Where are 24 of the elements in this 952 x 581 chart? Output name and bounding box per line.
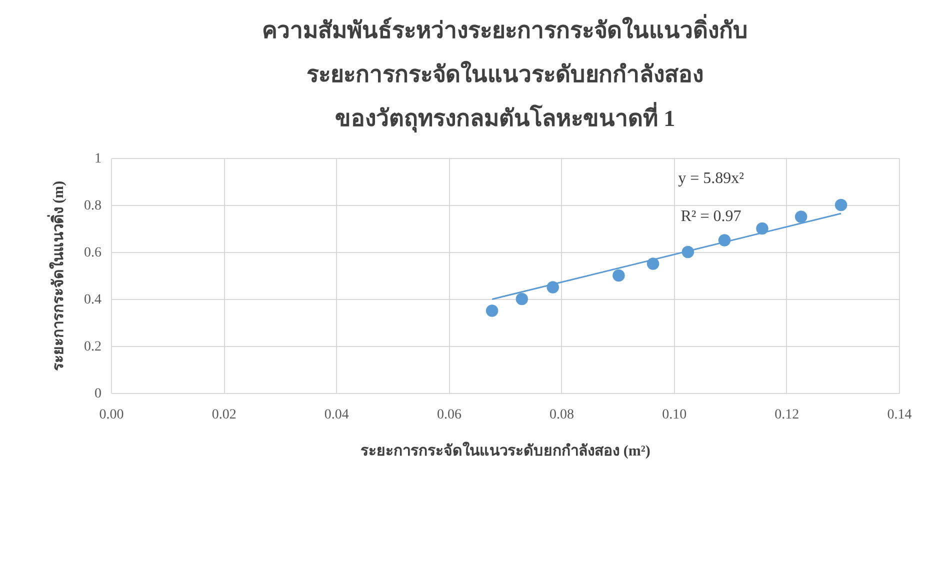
- annotation: R² = 0.97: [680, 208, 742, 225]
- annotation: y = 5.89x²: [678, 170, 744, 187]
- x-tick-label: 0.12: [774, 408, 800, 422]
- point: [516, 292, 528, 306]
- point: [612, 269, 625, 282]
- x-tick-label: 0.14: [887, 408, 912, 422]
- y-tick-label: 0.2: [84, 340, 102, 354]
- chart-title: ความสัมพันธ์ระหว่างระยะการกระจัดในแนวดิ่งกับ ระยะการกระจัดในแนวระดับยกกำลังสอง ของวัตถุทรงกลมตันโลหะขนาดที่ 1: [262, 13, 748, 133]
- point: [794, 210, 808, 223]
- x-tick-label: 0.08: [550, 408, 574, 422]
- y-tick-label: 0.8: [84, 198, 102, 214]
- y-tick-label: 0.6: [84, 246, 102, 260]
- y-axis-title: ระยะการกระจัดในแนวดิ่ง (m): [47, 180, 67, 372]
- y-tick-label: 0: [94, 386, 102, 402]
- x-tick-label: 0.00: [99, 408, 124, 422]
- x-axis-title: ระยะการกระจัดในแนวระดับยกกำลังสอง (m²): [360, 442, 650, 460]
- y-tick-label: 0.4: [84, 292, 102, 308]
- y-tick-label: 1: [94, 152, 102, 166]
- x-tick-label: 0.02: [212, 408, 236, 422]
- point: [486, 304, 498, 317]
- x-tick-label: 0.10: [662, 408, 687, 422]
- point: [834, 198, 848, 212]
- x-tick-label: 0.04: [324, 408, 349, 422]
- x-tick-label: 0.06: [436, 408, 462, 422]
